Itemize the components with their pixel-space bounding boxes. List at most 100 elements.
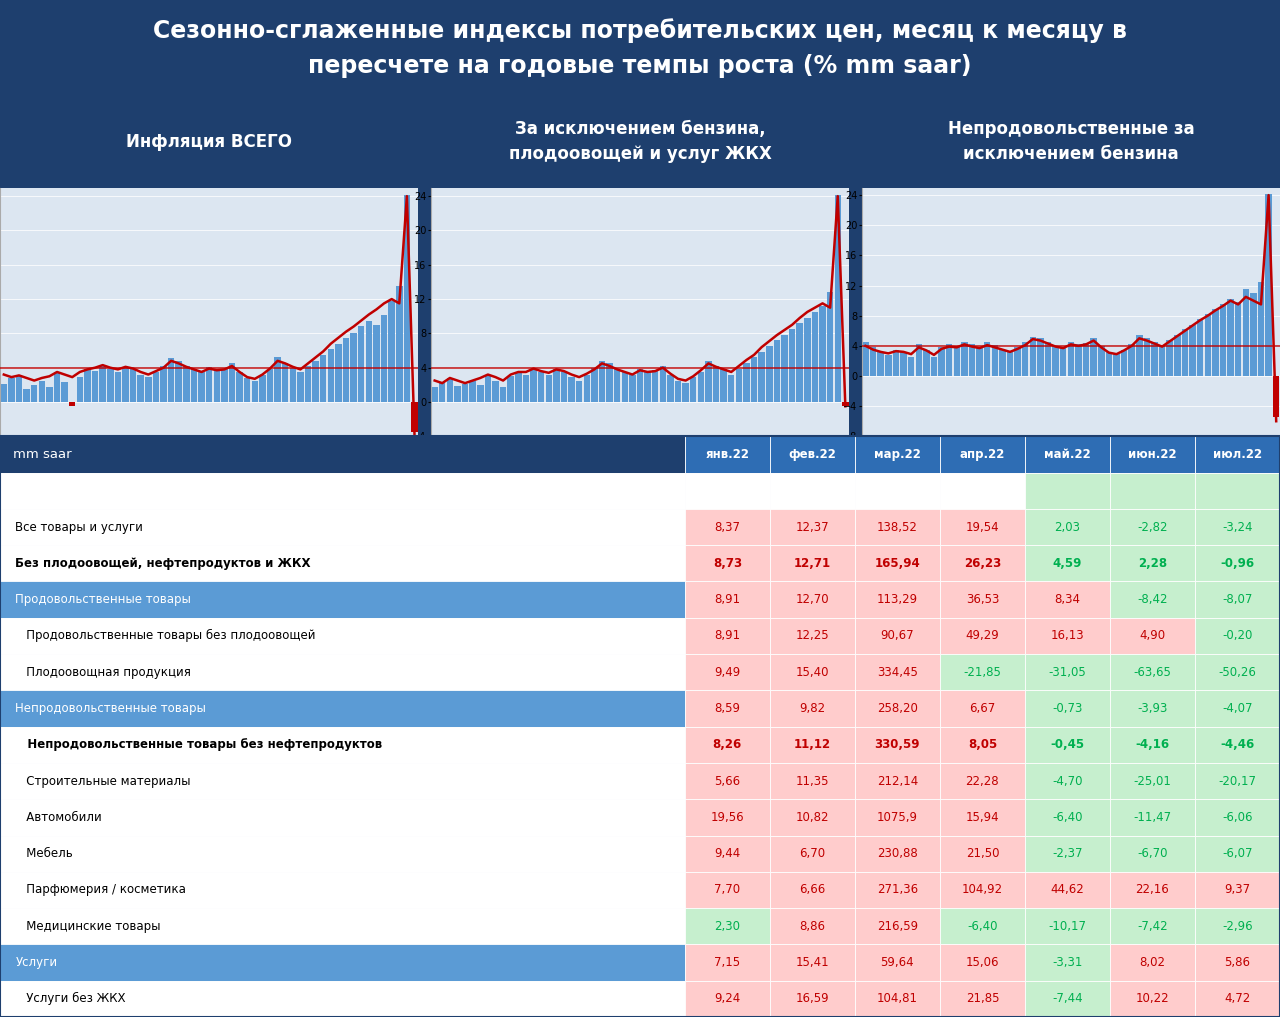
Text: 15,94: 15,94	[965, 811, 1000, 824]
Bar	[685, 654, 769, 691]
Text: -63,65: -63,65	[1134, 666, 1171, 678]
Bar	[198, 372, 205, 402]
Text: -6,70: -6,70	[1137, 847, 1167, 860]
Bar	[1196, 945, 1280, 980]
Bar	[1110, 545, 1196, 582]
Text: 9,49: 9,49	[714, 666, 740, 678]
Bar	[769, 691, 855, 726]
Text: -4,70: -4,70	[1052, 775, 1083, 787]
Bar	[812, 312, 818, 402]
Bar	[1083, 343, 1089, 376]
Bar	[0, 617, 685, 654]
Text: Продовольственные товары: Продовольственные товары	[15, 593, 191, 606]
Bar	[1196, 436, 1280, 473]
Bar	[297, 372, 303, 402]
Bar	[1110, 799, 1196, 836]
Bar	[1129, 345, 1135, 376]
Bar	[884, 355, 892, 376]
Bar	[940, 436, 1025, 473]
Bar	[769, 473, 855, 508]
Text: -21,85: -21,85	[964, 666, 1001, 678]
Bar	[1007, 352, 1014, 376]
Bar	[1110, 473, 1196, 508]
Bar	[769, 545, 855, 582]
Text: фев.22: фев.22	[788, 447, 836, 461]
Bar	[685, 763, 769, 799]
Text: -25,01: -25,01	[1134, 775, 1171, 787]
Bar	[0, 799, 685, 836]
Bar	[977, 348, 983, 376]
Bar	[685, 508, 769, 545]
Bar	[1110, 508, 1196, 545]
Bar	[431, 386, 438, 402]
Text: 9,37: 9,37	[1225, 884, 1251, 896]
Bar	[685, 908, 769, 945]
Text: 8,26: 8,26	[713, 738, 742, 752]
Bar	[244, 378, 251, 402]
Bar	[819, 306, 826, 402]
Bar	[698, 372, 704, 402]
Bar	[705, 361, 712, 402]
Bar	[690, 377, 696, 402]
Bar	[827, 292, 833, 402]
Text: 12,71: 12,71	[794, 557, 831, 570]
Bar	[769, 508, 855, 545]
Text: 230,88: 230,88	[877, 847, 918, 860]
Bar	[769, 908, 855, 945]
Bar	[622, 372, 628, 402]
Bar	[1114, 354, 1120, 376]
Bar	[351, 333, 357, 402]
Bar	[259, 375, 266, 402]
Bar	[769, 945, 855, 980]
Bar	[769, 836, 855, 872]
Bar	[1106, 352, 1112, 376]
Bar	[769, 980, 855, 1017]
Bar	[1196, 473, 1280, 508]
Bar	[769, 726, 855, 763]
Text: Медицинские товары: Медицинские товары	[15, 919, 161, 933]
Text: 15,40: 15,40	[796, 666, 829, 678]
Bar	[485, 374, 492, 402]
Text: мар.22: мар.22	[874, 447, 920, 461]
Bar	[1075, 345, 1082, 376]
Bar	[1220, 304, 1226, 376]
Text: 10,22: 10,22	[1135, 993, 1169, 1006]
Text: 9,82: 9,82	[799, 702, 826, 715]
Bar	[54, 372, 60, 402]
Text: 8,91: 8,91	[714, 630, 740, 643]
Bar	[769, 799, 855, 836]
Bar	[206, 367, 212, 402]
Bar	[100, 366, 106, 402]
Bar	[659, 366, 666, 402]
Text: Непродовольственные за
исключением бензина: Непродовольственные за исключением бензи…	[947, 120, 1194, 163]
Bar	[685, 582, 769, 617]
Bar	[769, 763, 855, 799]
Bar	[538, 372, 544, 402]
Text: -2,96: -2,96	[1222, 919, 1253, 933]
Bar	[237, 372, 243, 402]
Bar	[855, 654, 940, 691]
Text: 113,29: 113,29	[877, 593, 918, 606]
Text: 59,64: 59,64	[881, 956, 914, 969]
Bar	[530, 369, 536, 402]
Bar	[961, 342, 968, 376]
Bar	[0, 836, 685, 872]
Bar	[915, 345, 922, 376]
Bar	[769, 654, 855, 691]
Bar	[855, 617, 940, 654]
Text: Парфюмерия / косметика: Парфюмерия / косметика	[15, 884, 186, 896]
Bar	[0, 473, 685, 508]
Text: -0,73: -0,73	[1052, 702, 1083, 715]
Bar	[940, 908, 1025, 945]
Text: 19,54: 19,54	[965, 521, 1000, 534]
Bar	[1151, 342, 1157, 376]
Bar	[545, 374, 552, 402]
Bar	[1044, 342, 1051, 376]
Bar	[1166, 340, 1172, 376]
Text: 36,53: 36,53	[965, 593, 1000, 606]
Text: -4,16: -4,16	[1135, 738, 1170, 752]
Text: 8,02: 8,02	[1139, 956, 1166, 969]
Bar	[1274, 376, 1280, 417]
Text: 138,52: 138,52	[877, 521, 918, 534]
Bar	[507, 376, 515, 402]
